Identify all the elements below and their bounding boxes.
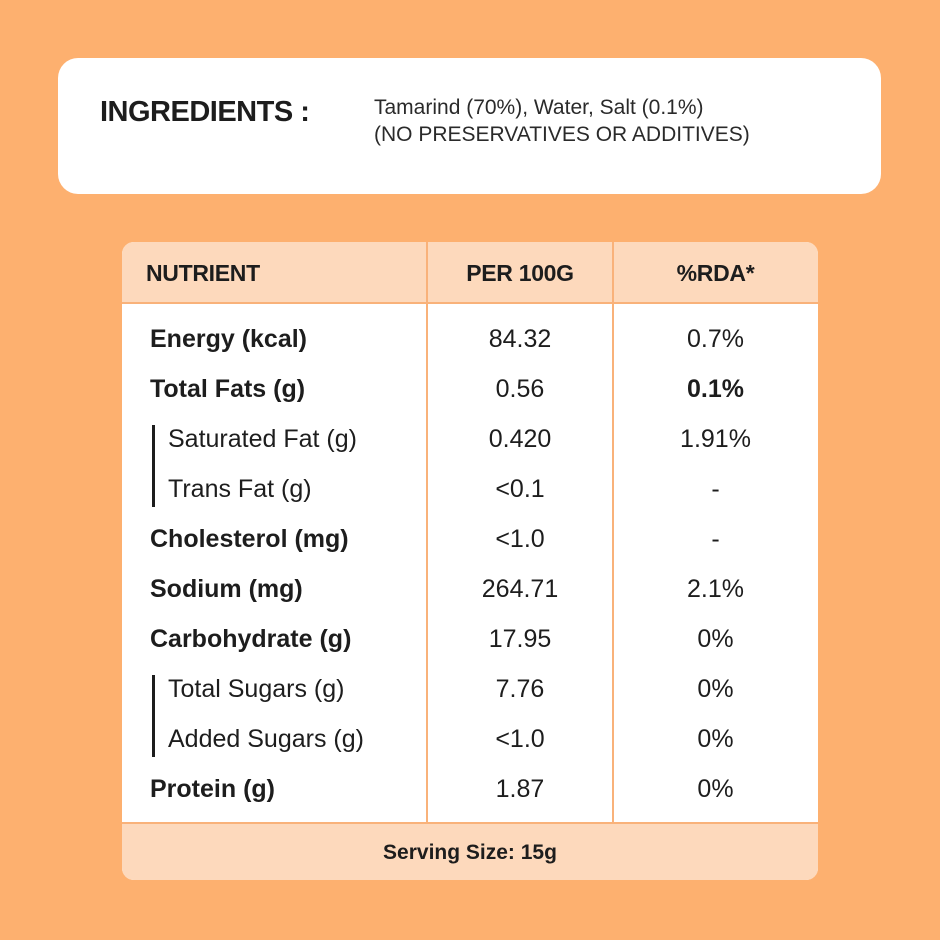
rda-value: 0.7% [687,325,744,353]
per-100g-value: 1.87 [495,775,545,803]
per-100g-value: 264.71 [481,575,559,603]
nutrient-name: Protein (g) [150,775,275,803]
serving-size: Serving Size: 15g [122,822,818,880]
per-100g-value: 0.56 [495,375,545,403]
per-100g-value: 0.420 [488,425,552,453]
ingredients-note: (NO PRESERVATIVES OR ADDITIVES) [374,123,750,146]
sub-item-bracket [152,675,155,757]
table-row: Cholesterol (mg) <1.0 - [122,515,818,565]
table-row: Energy (kcal) 84.32 0.7% [122,315,818,365]
nutrient-name: Added Sugars (g) [168,725,364,753]
rda-value: 0% [697,675,734,703]
table-header: NUTRIENT PER 100G %RDA* [122,242,818,304]
ingredients-line: Tamarind (70%), Water, Salt (0.1%) [374,96,704,119]
header-per-100g: PER 100G [466,260,574,286]
rda-value: - [711,525,720,553]
nutrient-name: Trans Fat (g) [168,475,312,503]
header-nutrient: NUTRIENT [146,260,260,286]
per-100g-value: 84.32 [488,325,552,353]
rda-value: 0% [697,775,734,803]
table-row: Protein (g) 1.87 0% [122,765,818,815]
table-row: Sodium (mg) 264.71 2.1% [122,565,818,615]
table-row: Total Fats (g) 0.56 0.1% [122,365,818,415]
rda-value: 2.1% [687,575,744,603]
rda-value: - [711,475,720,503]
header-rda: %RDA* [676,260,755,286]
nutrition-table: NUTRIENT PER 100G %RDA* Energy (kcal) 84… [122,242,818,880]
per-100g-value: 17.95 [488,625,552,653]
nutrient-name: Total Sugars (g) [168,675,345,703]
table-row: Saturated Fat (g) 0.420 1.91% [122,415,818,465]
ingredients-title: INGREDIENTS : [100,96,310,128]
column-divider [612,242,614,822]
sub-item-bracket [152,425,155,507]
column-divider [426,242,428,822]
per-100g-value: <0.1 [495,475,545,503]
table-row: Total Sugars (g) 7.76 0% [122,665,818,715]
nutrient-name: Saturated Fat (g) [168,425,357,453]
per-100g-value: 7.76 [495,675,545,703]
nutrient-name: Cholesterol (mg) [150,525,349,553]
nutrient-name: Carbohydrate (g) [150,625,352,653]
ingredients-text: Tamarind (70%), Water, Salt (0.1%) (NO P… [374,94,750,148]
nutrient-name: Sodium (mg) [150,575,303,603]
rda-value: 0% [697,725,734,753]
rda-value: 0% [697,625,734,653]
table-row: Added Sugars (g) <1.0 0% [122,715,818,765]
per-100g-value: <1.0 [495,725,545,753]
rda-value: 0.1% [687,375,744,403]
table-row: Carbohydrate (g) 17.95 0% [122,615,818,665]
rda-value: 1.91% [680,425,751,453]
nutrient-name: Total Fats (g) [150,375,306,403]
per-100g-value: <1.0 [495,525,545,553]
nutrient-name: Energy (kcal) [150,325,308,353]
ingredients-card: INGREDIENTS : Tamarind (70%), Water, Sal… [58,58,881,194]
table-row: Trans Fat (g) <0.1 - [122,465,818,515]
